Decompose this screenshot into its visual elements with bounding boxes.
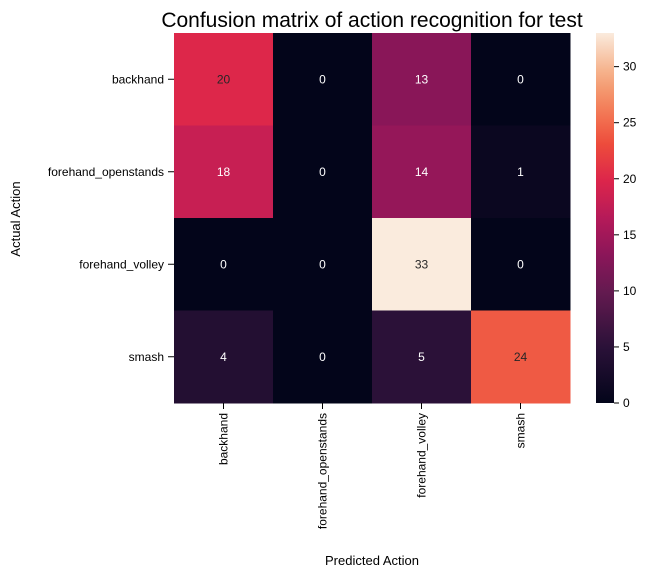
colorbar-tick-label: 5 — [623, 340, 630, 354]
heatmap-cell — [471, 125, 571, 219]
cell-value-labels: 20 0 13 0 18 0 14 1 0 0 33 0 4 0 5 24 — [217, 72, 528, 364]
y-tick-label: smash — [129, 350, 164, 364]
colorbar-ticks: 0 5 10 15 20 25 30 — [614, 60, 637, 410]
colorbar-tick-label: 30 — [623, 60, 637, 74]
cell-value-label: 5 — [418, 350, 425, 364]
cell-value-label: 13 — [415, 72, 429, 86]
y-tick-label: forehand_volley — [79, 257, 164, 271]
heatmap-cell — [174, 33, 274, 126]
y-axis-ticks: backhand forehand_openstands forehand_voll… — [48, 72, 174, 364]
cell-value-label: 0 — [319, 72, 326, 86]
chart-title: Confusion matrix of action recognition f… — [161, 9, 583, 32]
heatmap-cell — [174, 218, 274, 311]
cell-value-label: 0 — [517, 72, 524, 86]
cell-value-label: 0 — [319, 165, 326, 179]
heatmap-cells — [174, 33, 571, 404]
heatmap-cell — [273, 310, 373, 404]
cell-value-label: 0 — [220, 257, 227, 271]
heatmap-cell — [471, 310, 571, 404]
colorbar: 0 5 10 15 20 25 30 — [596, 33, 637, 410]
y-tick-label: forehand_openstands — [48, 165, 164, 179]
cell-value-label: 0 — [517, 257, 524, 271]
heatmap-cell — [372, 125, 472, 219]
x-axis-label: Predicted Action — [325, 553, 419, 568]
heatmap-cell — [471, 33, 571, 126]
heatmap-cell — [372, 310, 472, 404]
colorbar-tick-label: 20 — [623, 172, 637, 186]
colorbar-tick-label: 25 — [623, 116, 637, 130]
colorbar-tick-label: 0 — [623, 396, 630, 410]
colorbar-tick-label: 15 — [623, 228, 637, 242]
heatmap-cell — [174, 310, 274, 404]
x-axis-ticks: backhand forehand_openstands forehand_voll… — [217, 403, 528, 529]
x-tick-label: backhand — [217, 413, 231, 465]
colorbar-tick-label: 10 — [623, 284, 637, 298]
x-tick-label: forehand_volley — [415, 413, 429, 498]
x-tick-label: smash — [514, 413, 528, 448]
x-tick-label: forehand_openstands — [316, 413, 330, 529]
y-tick-label: backhand — [112, 72, 164, 86]
heatmap-cell — [471, 218, 571, 311]
cell-value-label: 0 — [319, 257, 326, 271]
cell-value-label: 20 — [217, 72, 231, 86]
heatmap-cell — [372, 218, 472, 311]
y-axis-label: Actual Action — [8, 181, 23, 256]
cell-value-label: 4 — [220, 350, 227, 364]
heatmap-cell — [273, 125, 373, 219]
cell-value-label: 0 — [319, 350, 326, 364]
cell-value-label: 24 — [514, 350, 528, 364]
heatmap-cell — [372, 33, 472, 126]
colorbar-gradient — [596, 33, 614, 403]
heatmap-cell — [273, 218, 373, 311]
cell-value-label: 1 — [517, 165, 524, 179]
heatmap-cell — [174, 125, 274, 219]
cell-value-label: 33 — [415, 257, 429, 271]
heatmap-cell — [273, 33, 373, 126]
cell-value-label: 18 — [217, 165, 231, 179]
cell-value-label: 14 — [415, 165, 429, 179]
